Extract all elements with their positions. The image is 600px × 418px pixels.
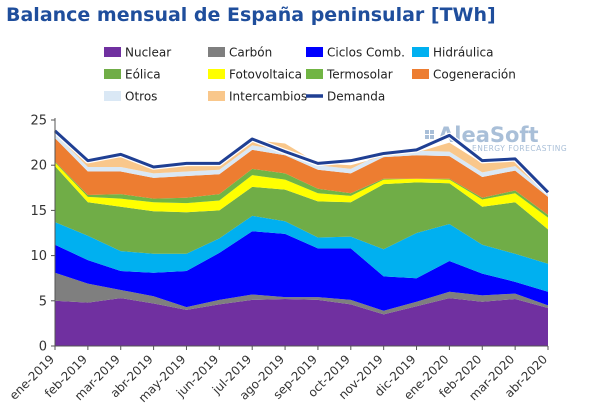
area-ciclos-comb [55, 231, 548, 311]
legend-swatch-hidraulica [412, 47, 429, 57]
y-tick-label: 15 [30, 204, 47, 219]
y-tick-label: 25 [30, 114, 47, 129]
area-cogeneracion [55, 138, 548, 215]
legend-label-carbon: Carbón [229, 46, 272, 60]
y-tick-label: 20 [30, 159, 47, 174]
watermark-tagline: ENERGY FORECASTING [472, 144, 567, 153]
demand-line-group [53, 128, 550, 195]
y-tick-label: 5 [39, 294, 47, 309]
legend-swatch-otros [104, 91, 121, 101]
legend-swatch-fotovoltaica [208, 69, 225, 79]
legend-label-ciclos-comb: Ciclos Comb. [327, 46, 405, 60]
watermark-brand: AleaSoft [438, 123, 539, 147]
area-eolica [55, 166, 548, 264]
legend-swatch-nuclear [104, 47, 121, 57]
areas [55, 130, 548, 346]
watermark-logo-icon [425, 130, 434, 139]
area-fotovoltaica [55, 162, 548, 230]
legend-label-otros: Otros [125, 90, 157, 104]
legend-swatch-eolica [104, 69, 121, 79]
area-nuclear [55, 298, 548, 346]
legend-label-eolica: Eólica [125, 68, 161, 82]
area-hidraulica [55, 215, 548, 292]
legend-swatch-carbon [208, 47, 225, 57]
y-tick-label: 10 [30, 249, 47, 264]
legend-label-demanda: Demanda [327, 90, 385, 104]
legend-label-hidraulica: Hidráulica [433, 46, 494, 60]
legend-label-cogeneracion: Cogeneración [433, 68, 516, 82]
y-tick-label: 0 [39, 340, 47, 355]
legend-swatch-termosolar [306, 69, 323, 79]
chart-title: Balance mensual de España peninsular [TW… [6, 4, 496, 26]
watermark: AleaSoft ENERGY FORECASTING [425, 123, 567, 153]
legend-label-nuclear: Nuclear [125, 46, 171, 60]
legend-swatch-intercambios [208, 91, 225, 101]
legend-label-termosolar: Termosolar [326, 68, 393, 82]
legend-swatch-cogeneracion [412, 69, 429, 79]
legend-label-fotovoltaica: Fotovoltaica [229, 68, 302, 82]
area-carbon [55, 272, 548, 315]
legend-label-intercambios: Intercambios [229, 90, 307, 104]
line-demanda [53, 129, 550, 194]
legend: Nuclear Carbón Ciclos Comb. Hidráulica Eólic… [104, 46, 516, 104]
legend-swatch-ciclos-comb [306, 47, 323, 57]
